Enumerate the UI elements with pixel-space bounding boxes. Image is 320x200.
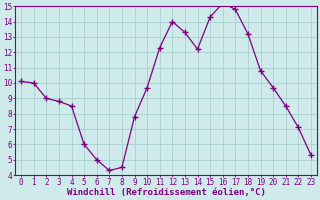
X-axis label: Windchill (Refroidissement éolien,°C): Windchill (Refroidissement éolien,°C)	[67, 188, 266, 197]
